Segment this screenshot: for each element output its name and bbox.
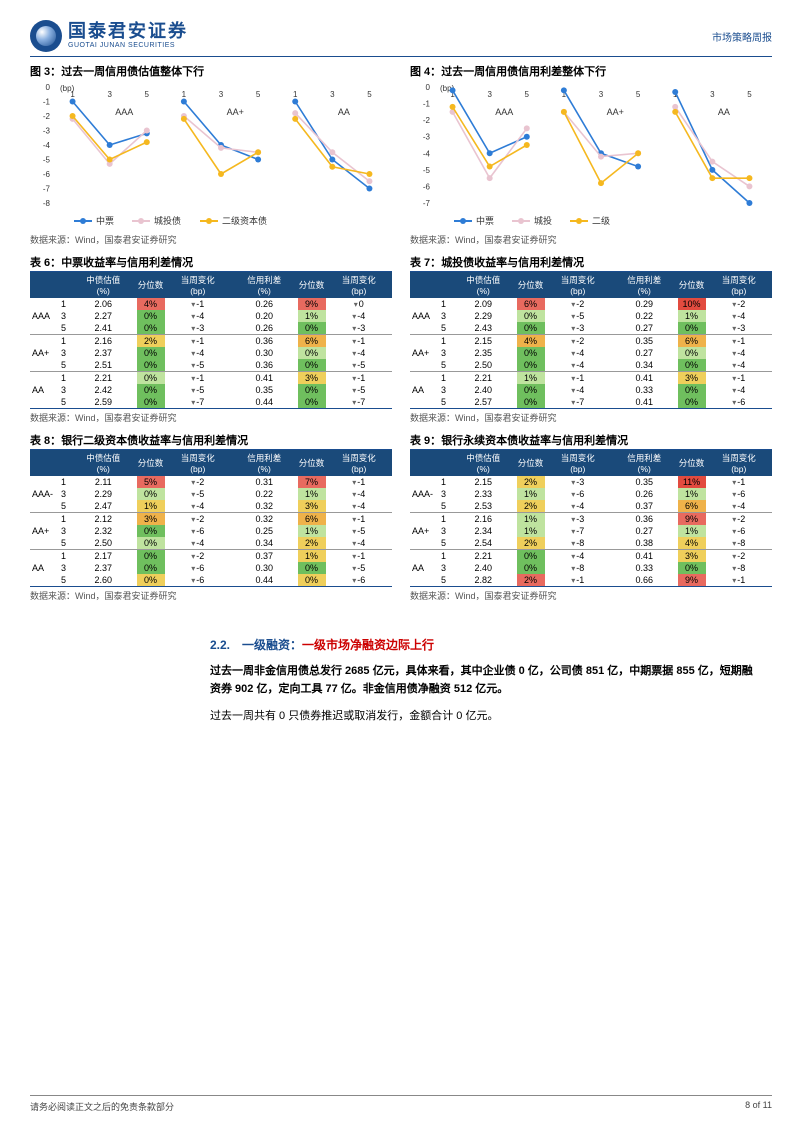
svg-text:AA: AA (718, 107, 730, 117)
svg-text:-3: -3 (423, 133, 431, 142)
tbl9: 中债估值(%)分位数当周变化(bp)信用利差(%)分位数当周变化(bp)12.1… (410, 450, 772, 587)
fig3-source: 数据来源：Wind，国泰君安证券研究 (30, 233, 392, 246)
page-header: 国泰君安证券 GUOTAI JUNAN SECURITIES 市场策略周报 (30, 20, 772, 57)
fig4-title: 图 4：过去一周信用债信用利差整体下行 (410, 63, 772, 79)
tbl9-source: 数据来源：Wind，国泰君安证券研究 (410, 589, 772, 602)
tbl8-title: 表 8：银行二级资本债收益率与信用利差情况 (30, 432, 392, 450)
tbl6-title: 表 6：中票收益率与信用利差情况 (30, 254, 392, 272)
tbl8: 中债估值(%)分位数当周变化(bp)信用利差(%)分位数当周变化(bp)12.1… (30, 450, 392, 587)
fig4-source: 数据来源：Wind，国泰君安证券研究 (410, 233, 772, 246)
svg-text:城投: 城投 (534, 215, 552, 226)
section-p2: 过去一周共有 0 只债券推迟或取消发行，金额合计 0 亿元。 (210, 708, 762, 726)
tbl6: 中债估值(%)分位数当周变化(bp)信用利差(%)分位数当周变化(bp)12.0… (30, 272, 392, 409)
svg-text:1: 1 (70, 90, 75, 99)
svg-text:-2: -2 (423, 116, 431, 125)
tbl6-source: 数据来源：Wind，国泰君安证券研究 (30, 411, 392, 424)
svg-text:3: 3 (107, 90, 112, 99)
svg-text:AA+: AA+ (227, 107, 244, 117)
tbl7: 中债估值(%)分位数当周变化(bp)信用利差(%)分位数当周变化(bp)12.0… (410, 272, 772, 409)
svg-text:城投债: 城投债 (154, 215, 181, 226)
svg-text:AAA: AAA (115, 107, 133, 117)
svg-text:-7: -7 (423, 199, 431, 208)
fig4-chart: 0-1-2-3-4-5-6-7(bp)135AAA135AA+135AA中票城投… (410, 81, 772, 231)
logo-icon (30, 20, 62, 52)
svg-text:5: 5 (636, 90, 641, 99)
section-p1: 过去一周非金信用债总发行 2685 亿元，具体来看，其中企业债 0 亿，公司债 … (210, 663, 762, 698)
svg-text:-3: -3 (43, 127, 51, 136)
svg-text:AAA: AAA (495, 107, 513, 117)
svg-text:-4: -4 (423, 149, 431, 158)
svg-text:二级资本债: 二级资本债 (222, 215, 267, 226)
svg-text:-4: -4 (43, 141, 51, 150)
svg-text:3: 3 (710, 90, 715, 99)
svg-text:-7: -7 (43, 185, 51, 194)
svg-text:3: 3 (487, 90, 492, 99)
svg-text:-1: -1 (43, 98, 51, 107)
fig3-title: 图 3：过去一周信用债估值整体下行 (30, 63, 392, 79)
svg-text:中票: 中票 (476, 215, 494, 226)
svg-text:5: 5 (747, 90, 752, 99)
svg-text:5: 5 (367, 90, 372, 99)
svg-text:中票: 中票 (96, 215, 114, 226)
fig3-chart: 0-1-2-3-4-5-6-7-8(bp)135AAA135AA+135AA中票… (30, 81, 392, 231)
svg-text:-5: -5 (43, 156, 51, 165)
svg-text:0: 0 (46, 83, 51, 92)
svg-text:5: 5 (145, 90, 150, 99)
svg-text:3: 3 (599, 90, 604, 99)
svg-text:5: 5 (525, 90, 530, 99)
tbl9-title: 表 9：银行永续资本债收益率与信用利差情况 (410, 432, 772, 450)
logo-text-cn: 国泰君安证券 (68, 22, 188, 42)
tbl8-source: 数据来源：Wind，国泰君安证券研究 (30, 589, 392, 602)
report-type: 市场策略周报 (712, 29, 772, 44)
tbl7-title: 表 7：城投债收益率与信用利差情况 (410, 254, 772, 272)
svg-text:AA: AA (338, 107, 350, 117)
svg-text:5: 5 (256, 90, 261, 99)
logo-block: 国泰君安证券 GUOTAI JUNAN SECURITIES (30, 20, 188, 52)
svg-text:-6: -6 (423, 182, 431, 191)
tbl7-source: 数据来源：Wind，国泰君安证券研究 (410, 411, 772, 424)
page-footer: 请务必阅读正文之后的免责条款部分 8 of 11 (30, 1095, 772, 1113)
svg-text:0: 0 (426, 83, 431, 92)
svg-text:-1: -1 (423, 100, 431, 109)
section-2-2-head: 2.2. 一级融资：一级市场净融资边际上行 (210, 636, 772, 653)
footer-disclaimer: 请务必阅读正文之后的免责条款部分 (30, 1100, 174, 1113)
footer-pagenum: 8 of 11 (745, 1100, 772, 1113)
logo-text-en: GUOTAI JUNAN SECURITIES (68, 42, 188, 50)
svg-text:-5: -5 (423, 166, 431, 175)
svg-text:1: 1 (182, 90, 187, 99)
svg-text:二级: 二级 (592, 215, 610, 226)
svg-text:3: 3 (219, 90, 224, 99)
svg-text:AA+: AA+ (607, 107, 624, 117)
svg-text:-2: -2 (43, 112, 51, 121)
svg-text:-8: -8 (43, 199, 51, 208)
svg-text:3: 3 (330, 90, 335, 99)
svg-text:-6: -6 (43, 170, 51, 179)
svg-text:1: 1 (293, 90, 298, 99)
